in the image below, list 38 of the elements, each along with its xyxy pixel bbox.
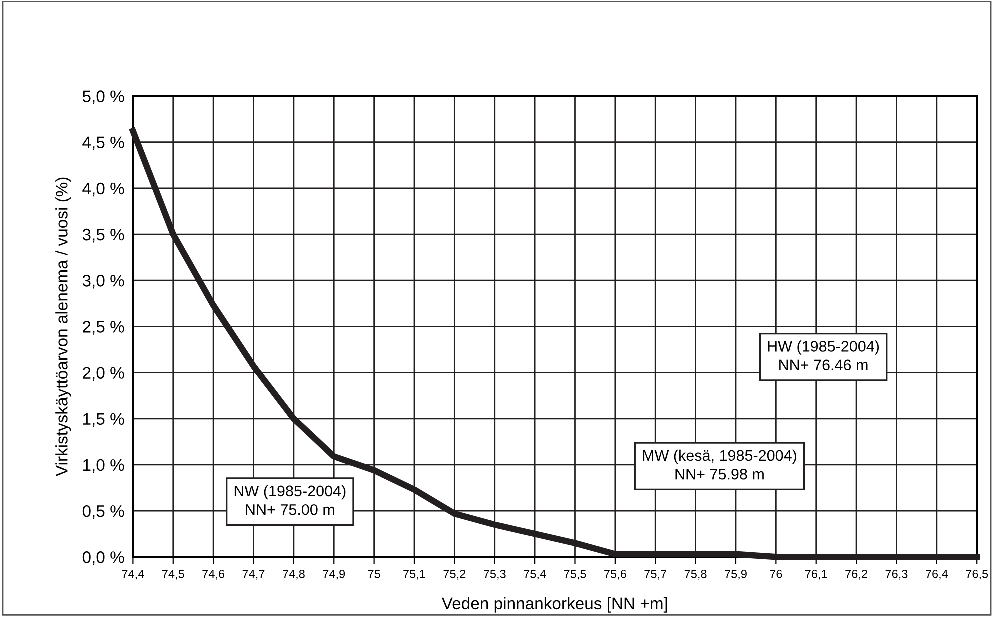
annotation: HW (1985-2004) NN+ 76.46 m [768,340,880,371]
x-tick-label: 75,5 [564,570,586,580]
x-tick-label: 75,6 [604,570,626,580]
x-tick-label: 74,6 [202,570,225,580]
x-tick-label: 75,8 [684,570,707,580]
x-tick-label: 76,3 [886,570,908,580]
y-tick-label: 3,0 % [82,275,124,289]
y-tick-label: 4,5 % [82,136,124,151]
x-tick-label: 75 [368,570,380,578]
y-tick-label: 2,5 % [83,321,124,335]
x-tick-label: 74,8 [283,570,305,580]
x-tick-label: 74,5 [162,570,184,580]
y-tick-label: 5,0 % [82,90,124,104]
y-tick-label: 1,0 % [84,459,124,474]
y-tick-label: 2,0 % [83,367,124,381]
y-tick-label: 0,0 % [82,552,124,566]
y-tick-label: 1,5 % [84,413,124,428]
x-tick-label: 76,2 [846,570,868,580]
x-tick-label: 75,1 [404,570,426,580]
y-tick-label: 3,5 % [82,228,124,243]
x-tick-label: 74,4 [122,570,144,580]
y-axis-title: Virkistyskäyttöarvon alenema / vuosi (%) [56,178,72,477]
x-tick-label: 76,1 [805,570,828,580]
x-tick-label: 75,7 [644,570,667,580]
y-tick-label: 4,0 % [82,182,124,197]
annotation: MW (kesä, 1985-2004) NN+ 75.98 m [643,450,796,480]
y-tick-label: 0,5 % [82,505,124,520]
x-tick-label: 74,9 [323,570,346,580]
x-tick-label: 76 [770,570,782,578]
x-tick-label: 76,5 [966,570,988,580]
x-tick-label: 75,4 [524,570,546,580]
x-tick-label: 75,9 [725,570,747,580]
x-tick-label: 76,4 [926,570,948,580]
x-tick-label: 75,2 [444,570,466,580]
annotation: NW (1985-2004) NN+ 75.00 m [234,485,346,516]
x-tick-label: 74,7 [242,570,265,580]
x-tick-label: 75,3 [484,570,506,580]
x-axis-title: Veden pinnankorkeus [NN +m] [442,597,668,613]
